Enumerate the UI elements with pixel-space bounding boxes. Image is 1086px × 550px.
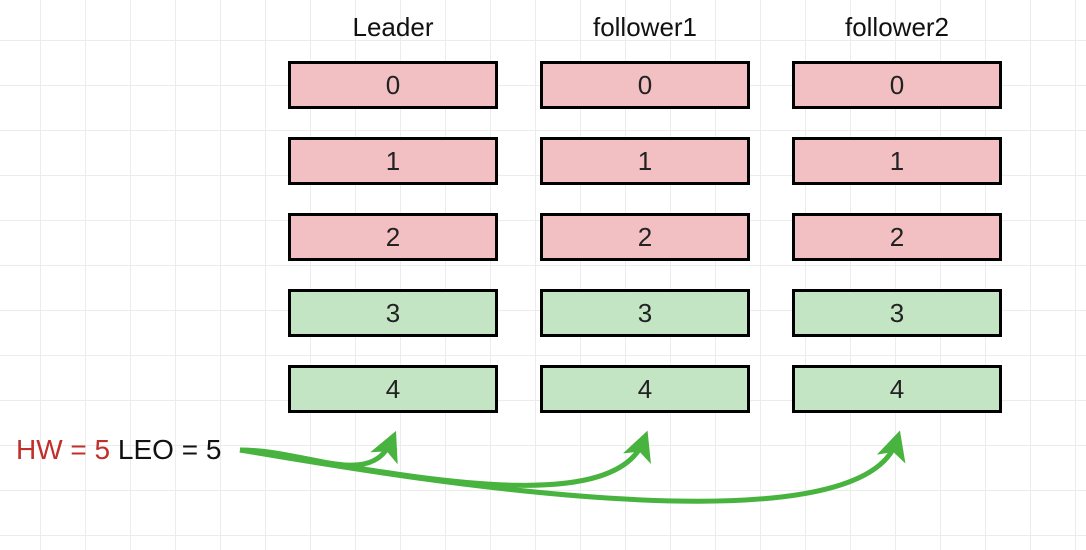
column-leader: Leader 0 1 2 3 4 [288,12,498,413]
column-follower1: follower1 0 1 2 3 4 [540,12,750,413]
log-entry: 4 [288,365,498,413]
log-entry: 1 [288,137,498,185]
leo-label: LEO = 5 [118,434,222,465]
column-header: follower1 [593,12,697,43]
log-entry: 0 [540,61,750,109]
log-entry: 3 [540,289,750,337]
log-entry: 1 [540,137,750,185]
columns-container: Leader 0 1 2 3 4 follower1 0 1 2 3 4 fol… [288,12,1002,413]
log-entry: 3 [288,289,498,337]
log-entry: 3 [792,289,1002,337]
log-entry: 2 [288,213,498,261]
column-follower2: follower2 0 1 2 3 4 [792,12,1002,413]
column-header: follower2 [845,12,949,43]
log-entry: 2 [540,213,750,261]
log-entry: 2 [792,213,1002,261]
hw-label: HW = 5 [16,434,110,465]
watermark-annotation: HW = 5 LEO = 5 [16,434,221,466]
log-entry: 4 [792,365,1002,413]
log-entry: 4 [540,365,750,413]
log-entry: 1 [792,137,1002,185]
log-entry: 0 [288,61,498,109]
log-entry: 0 [792,61,1002,109]
column-header: Leader [353,12,434,43]
